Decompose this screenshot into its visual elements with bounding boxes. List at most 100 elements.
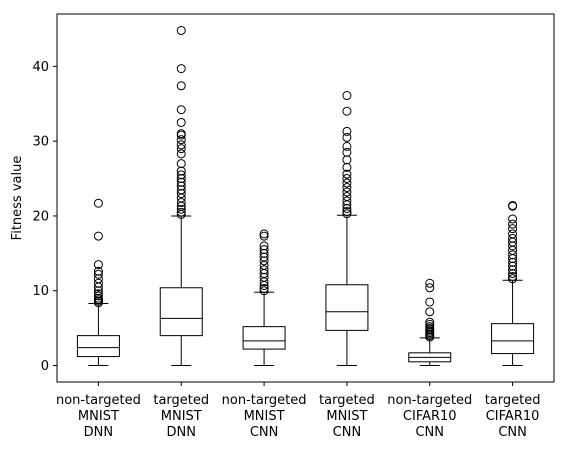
flier-point xyxy=(342,106,352,116)
x-tick-label-line: CNN xyxy=(250,425,279,440)
flier-point xyxy=(342,126,352,136)
x-tick-label-line: CIFAR10 xyxy=(486,409,540,424)
x-tick-label-line: CNN xyxy=(415,425,444,440)
box-group-6 xyxy=(491,200,535,367)
x-tick-label-line: DNN xyxy=(167,425,196,440)
flier-point xyxy=(508,214,518,224)
flier-point xyxy=(176,181,186,191)
flier-point xyxy=(176,204,186,214)
x-tick-label-line: MNIST xyxy=(161,409,202,424)
y-tick-label: 10 xyxy=(32,284,49,299)
y-tick-label: 40 xyxy=(32,60,49,75)
plot-area xyxy=(57,14,554,382)
flier-point xyxy=(508,265,518,275)
flier-point xyxy=(425,322,435,332)
plot-frame xyxy=(56,13,555,383)
box-group-3 xyxy=(242,229,286,367)
x-tick-label: non-targeted MNIST DNN xyxy=(56,393,141,440)
flier-point xyxy=(259,256,269,266)
flier-point xyxy=(176,144,186,154)
flier-point xyxy=(259,245,269,255)
flier-point xyxy=(342,178,352,188)
flier-point xyxy=(342,155,352,165)
box-iqr xyxy=(325,284,369,331)
flier-point xyxy=(176,174,186,184)
flier-point xyxy=(93,260,103,270)
flier-point xyxy=(342,209,352,219)
flier-point xyxy=(342,206,352,216)
flier-point xyxy=(259,248,269,258)
flier-point xyxy=(259,272,269,282)
flier-point xyxy=(425,317,435,327)
box-group-5 xyxy=(408,278,452,367)
flier-point xyxy=(176,197,186,207)
flier-point xyxy=(93,198,103,208)
y-axis-title: Fitness value xyxy=(10,156,25,241)
box-iqr xyxy=(159,287,203,337)
flier-point xyxy=(508,229,518,239)
flier-point xyxy=(93,293,103,303)
flier-point xyxy=(176,135,186,145)
flier-point xyxy=(176,159,186,169)
y-tick-label: 20 xyxy=(32,209,49,224)
flier-point xyxy=(342,174,352,184)
flier-point xyxy=(508,257,518,267)
box-group-4 xyxy=(325,91,369,367)
flier-point xyxy=(176,64,186,74)
flier-point xyxy=(93,278,103,288)
flier-point xyxy=(508,200,518,210)
flier-point xyxy=(342,91,352,101)
flier-point xyxy=(176,185,186,195)
flier-point xyxy=(425,319,435,329)
flier-point xyxy=(259,229,269,239)
flier-point xyxy=(425,283,435,293)
flier-point xyxy=(93,291,103,301)
flier-point xyxy=(176,129,186,139)
flier-point xyxy=(93,231,103,241)
flier-point xyxy=(259,252,269,262)
x-tick-label: targeted CIFAR10 CNN xyxy=(485,393,541,440)
flier-point xyxy=(508,274,518,284)
flier-point xyxy=(93,274,103,284)
box-iqr xyxy=(76,335,120,358)
box-iqr xyxy=(491,323,535,355)
x-tick-label-line: non-targeted xyxy=(222,393,307,408)
flier-point xyxy=(176,166,186,176)
flier-point xyxy=(508,261,518,271)
y-tick-label: 30 xyxy=(32,135,49,150)
x-tick-label-line: targeted xyxy=(485,393,541,408)
flier-point xyxy=(259,286,269,296)
flier-point xyxy=(508,219,518,229)
flier-point xyxy=(176,140,186,150)
flier-point xyxy=(508,224,518,234)
flier-point xyxy=(176,149,186,159)
flier-point xyxy=(93,269,103,279)
flier-point xyxy=(425,307,435,317)
box-iqr xyxy=(242,326,286,350)
flier-point xyxy=(342,183,352,193)
y-axis: 0 10 20 30 40 xyxy=(32,60,57,374)
flier-point xyxy=(176,117,186,127)
box-group-2 xyxy=(159,25,203,367)
box-group-1 xyxy=(76,198,120,367)
flier-point xyxy=(342,147,352,157)
flier-point xyxy=(342,162,352,172)
flier-point xyxy=(176,177,186,187)
flier-point xyxy=(342,196,352,206)
flier-point xyxy=(508,272,518,282)
x-tick-label-line: CIFAR10 xyxy=(403,409,457,424)
x-tick-label-line: CNN xyxy=(333,425,362,440)
flier-point xyxy=(93,266,103,276)
x-tick-label-line: CNN xyxy=(498,425,527,440)
flier-point xyxy=(259,265,269,275)
x-tick-label-line: non-targeted xyxy=(56,393,141,408)
flier-point xyxy=(176,189,186,199)
x-tick-label: non-targeted MNIST CNN xyxy=(222,393,307,440)
flier-point xyxy=(176,105,186,115)
x-tick-label-line: MNIST xyxy=(78,409,119,424)
x-tick-label: targeted MNIST CNN xyxy=(319,393,375,440)
x-tick-label: targeted MNIST DNN xyxy=(153,393,209,440)
flier-point xyxy=(508,241,518,251)
